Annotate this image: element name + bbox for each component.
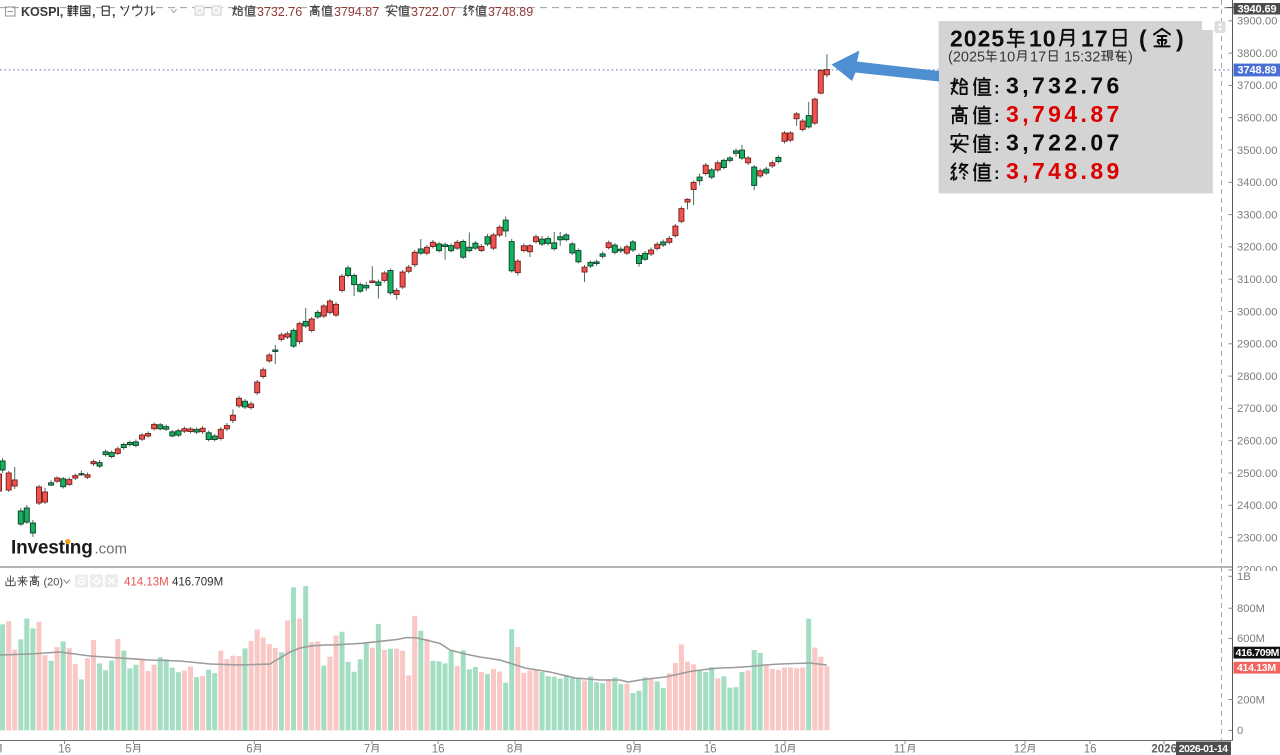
svg-text:3748.89: 3748.89 (1238, 65, 1277, 77)
svg-text:(: ( (1139, 26, 1147, 52)
svg-text:16: 16 (704, 744, 717, 755)
svg-text:600M: 600M (1237, 633, 1265, 645)
svg-text:): ) (1128, 50, 1133, 66)
svg-text:2026-01-14: 2026-01-14 (1179, 743, 1228, 755)
svg-text:KOSPI,: KOSPI, (21, 5, 63, 19)
svg-text:2800.00: 2800.00 (1237, 371, 1277, 383)
svg-text:3200.00: 3200.00 (1237, 242, 1277, 254)
svg-text:2900.00: 2900.00 (1237, 339, 1277, 351)
svg-text:16: 16 (1084, 744, 1097, 755)
svg-text:5: 5 (125, 744, 131, 755)
svg-text:2300.00: 2300.00 (1237, 532, 1277, 544)
svg-text:3794.87: 3794.87 (334, 5, 379, 19)
svg-text::: : (994, 136, 1000, 155)
svg-text:3900.00: 3900.00 (1237, 16, 1277, 28)
svg-text:16: 16 (432, 744, 445, 755)
svg-text:3100.00: 3100.00 (1237, 274, 1277, 286)
svg-text:6: 6 (246, 744, 252, 755)
svg-text:2700.00: 2700.00 (1237, 403, 1277, 415)
svg-text:3000.00: 3000.00 (1237, 306, 1277, 318)
svg-text:11: 11 (894, 744, 906, 755)
svg-text:10: 10 (774, 744, 787, 755)
svg-text:Investing: Investing (11, 538, 93, 559)
svg-text:(20): (20) (44, 577, 64, 589)
svg-text:414.13M: 414.13M (1237, 662, 1276, 674)
svg-text:17: 17 (1030, 50, 1046, 66)
svg-text::: : (994, 79, 1000, 98)
svg-text:3800.00: 3800.00 (1237, 48, 1277, 60)
svg-text:800M: 800M (1237, 603, 1265, 615)
svg-text:3940.69: 3940.69 (1238, 3, 1277, 15)
svg-text:): ) (1176, 26, 1184, 52)
svg-text:8: 8 (507, 744, 513, 755)
svg-text:3600.00: 3600.00 (1237, 113, 1277, 125)
svg-text::: : (994, 107, 1000, 126)
svg-text:3732.76: 3732.76 (257, 5, 302, 19)
svg-text:2026: 2026 (1151, 744, 1177, 755)
svg-text:414.13M: 414.13M (124, 577, 169, 589)
svg-text:(2025: (2025 (948, 50, 985, 66)
svg-text:3,722.07: 3,722.07 (1006, 130, 1123, 156)
svg-text:416.709M: 416.709M (1236, 647, 1280, 659)
svg-text:200M: 200M (1237, 694, 1265, 706)
svg-text:17: 17 (1081, 26, 1109, 52)
svg-text:2600.00: 2600.00 (1237, 436, 1277, 448)
svg-text:,: , (112, 5, 115, 19)
svg-text::: : (994, 164, 1000, 183)
svg-text:416.709M: 416.709M (172, 577, 223, 589)
svg-text:3400.00: 3400.00 (1237, 177, 1277, 189)
svg-text:2200.00: 2200.00 (1237, 565, 1277, 577)
svg-text:3,748.89: 3,748.89 (1006, 158, 1123, 184)
svg-text:,: , (92, 5, 95, 19)
svg-text:10: 10 (1029, 26, 1057, 52)
svg-text:3300.00: 3300.00 (1237, 209, 1277, 221)
svg-text:16: 16 (58, 744, 71, 755)
svg-text:7: 7 (364, 744, 370, 755)
svg-text:15:32: 15:32 (1064, 50, 1100, 66)
svg-text:3500.00: 3500.00 (1237, 145, 1277, 157)
svg-text:3748.89: 3748.89 (488, 5, 533, 19)
svg-text:.com: .com (95, 541, 128, 558)
svg-text:3722.07: 3722.07 (411, 5, 456, 19)
svg-text:12: 12 (1014, 744, 1027, 755)
svg-text:0: 0 (1237, 725, 1243, 737)
svg-text:2400.00: 2400.00 (1237, 500, 1277, 512)
svg-text:2025: 2025 (950, 26, 1005, 52)
svg-text:3700.00: 3700.00 (1237, 80, 1277, 92)
svg-text:3,732.76: 3,732.76 (1006, 73, 1123, 99)
svg-text:3,794.87: 3,794.87 (1006, 101, 1123, 127)
svg-text:2500.00: 2500.00 (1237, 468, 1277, 480)
svg-text:9: 9 (626, 744, 632, 755)
svg-text:1B: 1B (1237, 571, 1251, 583)
svg-text:10: 10 (999, 50, 1015, 66)
